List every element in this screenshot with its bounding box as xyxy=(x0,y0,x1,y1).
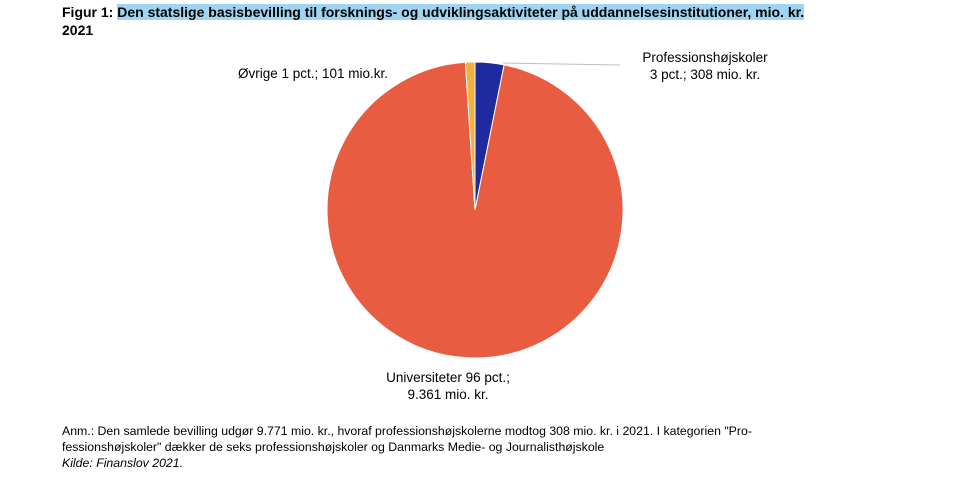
pie-leader-lines xyxy=(502,62,621,66)
pie-slice-øvrige xyxy=(464,61,476,211)
slice-label-professionshøjskoler-1: Professionshøjskoler xyxy=(642,50,768,65)
note-line-1: Anm.: Den samlede bevilling udgør 9.771 … xyxy=(62,424,752,438)
figure-title: Figur 1: Den statslige basisbevilling ti… xyxy=(62,3,922,39)
slice-label-professionshøjskoler-2: 3 pct.; 308 mio. kr. xyxy=(650,67,760,82)
figure-title-year: 2021 xyxy=(62,22,94,38)
pie-labels: Professionshøjskoler 3 pct.; 308 mio. kr.… xyxy=(238,50,768,402)
figure-title-highlighted: Den statslige basisbevilling til forskni… xyxy=(117,4,805,20)
source-line: Kilde: Finanslov 2021. xyxy=(62,455,922,471)
slice-label-øvrige-1: Øvrige 1 pct.; 101 mio.kr. xyxy=(238,66,388,81)
leader-line-professionshøjskoler xyxy=(502,62,621,66)
slice-label-universiteter-1: Universiteter 96 pct.; xyxy=(386,370,510,385)
source-prefix: Kilde: xyxy=(62,456,97,470)
slice-label-universiteter-2: 9.361 mio. kr. xyxy=(407,387,488,402)
note-line-2: fessionshøjskoler" dækker de seks profes… xyxy=(62,440,605,454)
figure-note: Anm.: Den samlede bevilling udgør 9.771 … xyxy=(62,423,922,471)
pie-slices xyxy=(326,61,624,359)
figure-number: Figur 1: xyxy=(62,4,118,20)
pie-slice-universiteter xyxy=(326,61,624,359)
source-text: Finanslov 2021. xyxy=(96,456,184,470)
